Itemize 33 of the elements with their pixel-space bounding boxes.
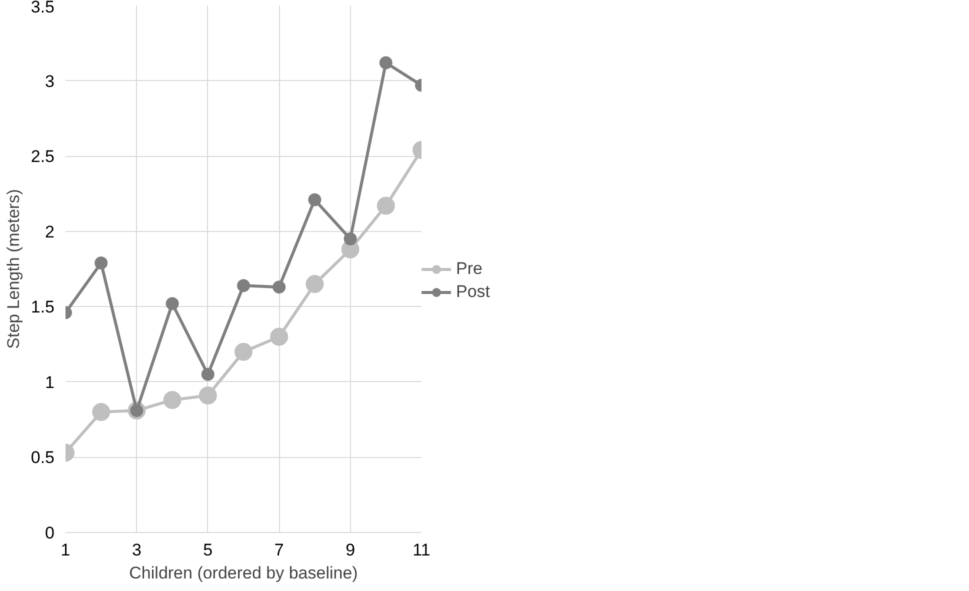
point: [272, 280, 286, 294]
x-tick-label: 9: [346, 540, 356, 560]
point: [308, 193, 322, 206]
x-tick-label: 5: [203, 540, 213, 560]
y-tick-label: 3: [45, 72, 55, 91]
x-tick-label: 1: [60, 540, 70, 560]
x-axis-title: Children (ordered by baseline): [129, 564, 358, 582]
point: [198, 386, 217, 404]
y-tick-label: 1.5: [30, 298, 55, 317]
point: [166, 297, 179, 310]
x-tick-label: 11: [412, 540, 430, 560]
point: [94, 256, 108, 270]
x-tick-label: 7: [274, 540, 284, 560]
y-tick-label: 2: [45, 222, 55, 242]
point: [270, 328, 288, 346]
x-tick-label: 3: [132, 540, 142, 560]
point: [306, 275, 324, 294]
y-tick-label: 3.5: [30, 0, 55, 16]
y-tick-label: 0.5: [30, 448, 55, 468]
y-tick-label: 1: [45, 372, 55, 392]
point: [163, 391, 182, 409]
point: [237, 279, 250, 292]
legend-label: Pre: [456, 259, 482, 279]
y-tick-label: 0: [45, 524, 55, 542]
point: [201, 368, 214, 381]
point: [379, 56, 392, 70]
point: [376, 196, 395, 215]
point: [92, 403, 110, 422]
y-tick-label: 2.5: [30, 147, 55, 166]
point: [234, 342, 252, 361]
point: [344, 232, 357, 246]
y-axis-title: Step Length (meters): [4, 189, 23, 349]
legend-label: Post: [456, 282, 490, 302]
